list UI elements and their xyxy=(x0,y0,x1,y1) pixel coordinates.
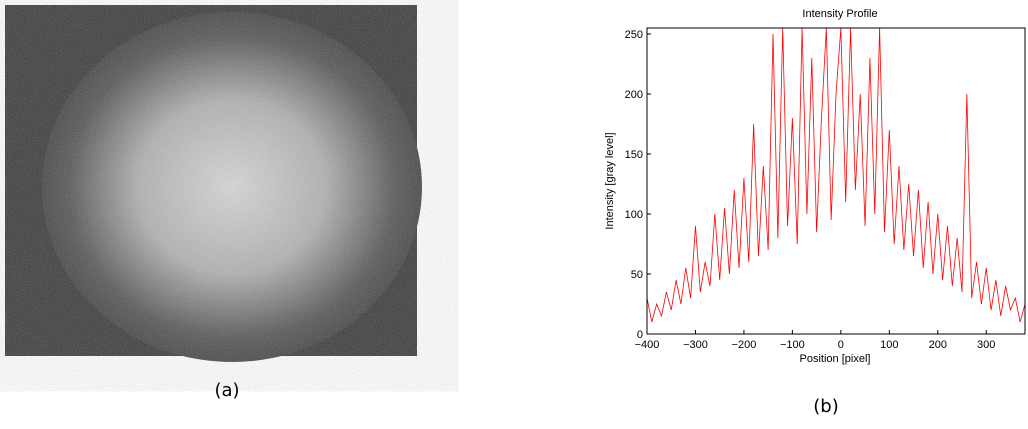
profile-line xyxy=(646,27,1026,323)
plot-frame xyxy=(646,27,1026,335)
chart-title: Intensity Profile xyxy=(802,8,877,20)
y-tick-label: 250 xyxy=(625,29,643,41)
x-tick-label: 0 xyxy=(838,339,844,351)
x-tick-label: −100 xyxy=(780,339,805,351)
caption: (a) xyxy=(214,380,239,401)
x-tick-label: −300 xyxy=(683,339,708,351)
x-axis-label: Position [pixel] xyxy=(800,353,871,365)
x-tick-label: −200 xyxy=(732,339,757,351)
x-tick-label: 200 xyxy=(929,339,947,351)
x-tick-label: 100 xyxy=(880,339,898,351)
y-axis-label: Intensity [gray level] xyxy=(604,132,616,229)
y-tick-label: 0 xyxy=(637,329,643,341)
y-tick-label: 200 xyxy=(625,89,643,101)
x-tick-label: 300 xyxy=(977,339,995,351)
y-tick-label: 50 xyxy=(631,269,643,281)
speckle-noise xyxy=(5,5,417,356)
y-tick-label: 100 xyxy=(625,209,643,221)
caption: (b) xyxy=(813,396,838,417)
y-tick-label: 150 xyxy=(625,149,643,161)
x-tick-label: −400 xyxy=(635,339,660,351)
